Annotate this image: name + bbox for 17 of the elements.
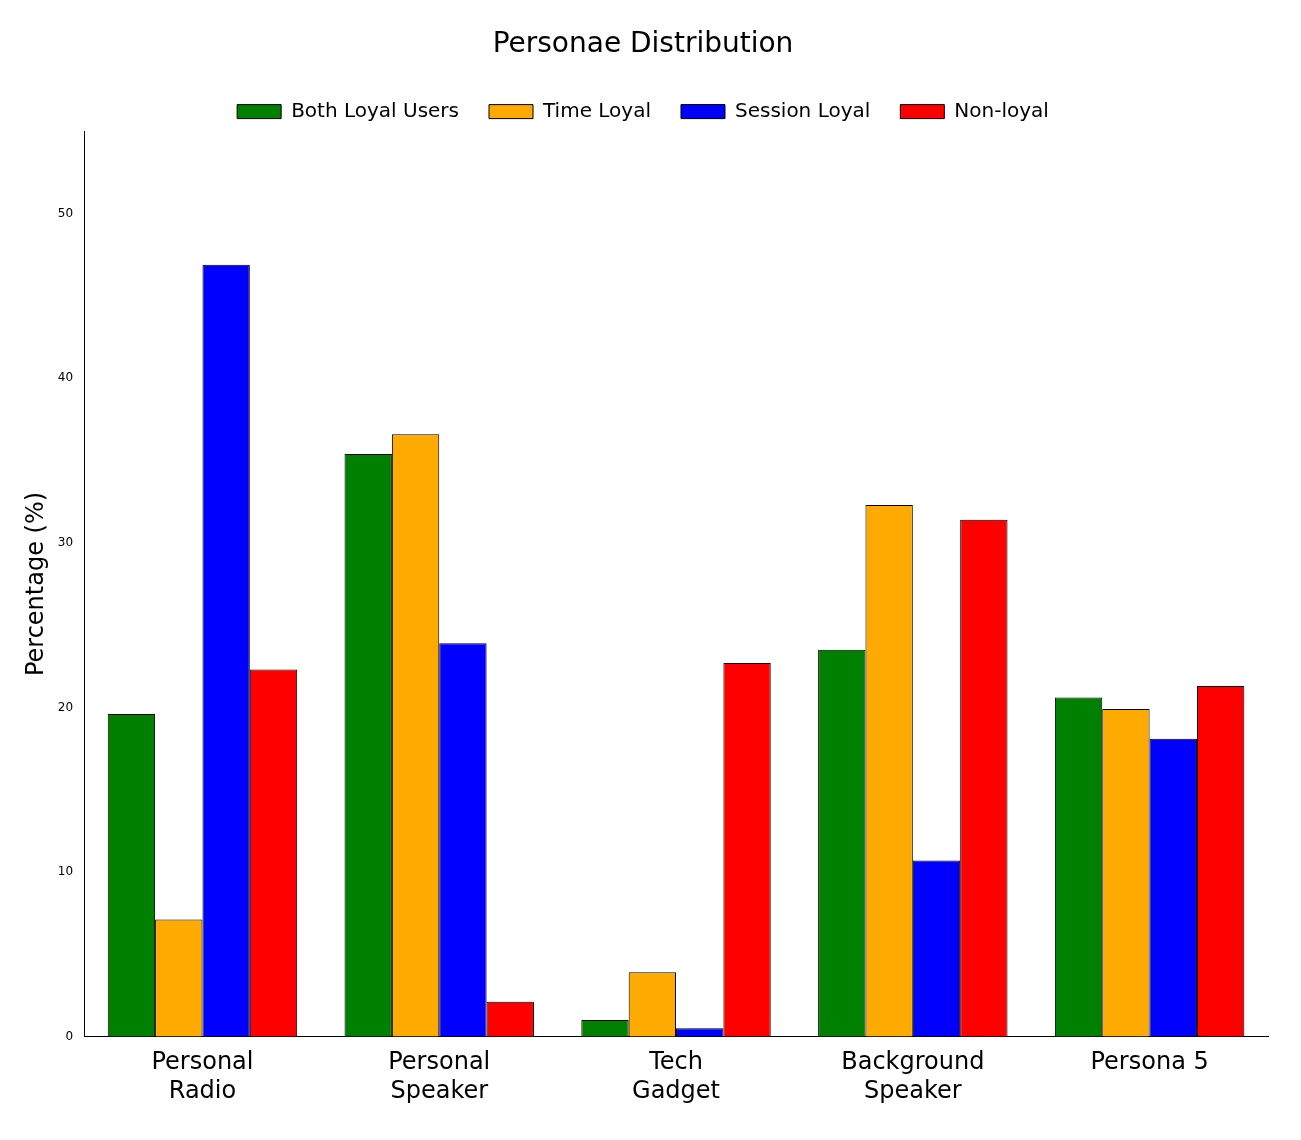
y-tick-label: 50 [57,205,74,220]
y-axis-title: Percentage (%) [20,491,49,677]
x-tick-label: Personal Speaker [388,1047,491,1104]
legend-label: Both Loyal Users [291,97,460,122]
x-tick-label: Personal Radio [151,1047,254,1104]
y-tick-label: 30 [57,535,74,549]
x-tick-label: Tech Gadget [632,1047,721,1104]
x-tick-label: Background Speaker [841,1047,985,1104]
y-tick-label: 10 [57,864,74,879]
legend-label: Session Loyal [734,97,871,122]
chart-title: Personae Distribution [492,26,794,60]
legend-label: Non-loyal [954,97,1049,122]
y-tick-label: 0 [65,1028,74,1043]
legend-label: Time Loyal [542,97,651,122]
y-tick-label: 20 [57,699,74,714]
x-tick-label: Persona 5 [1090,1047,1209,1076]
y-tick-label: 40 [57,370,74,385]
